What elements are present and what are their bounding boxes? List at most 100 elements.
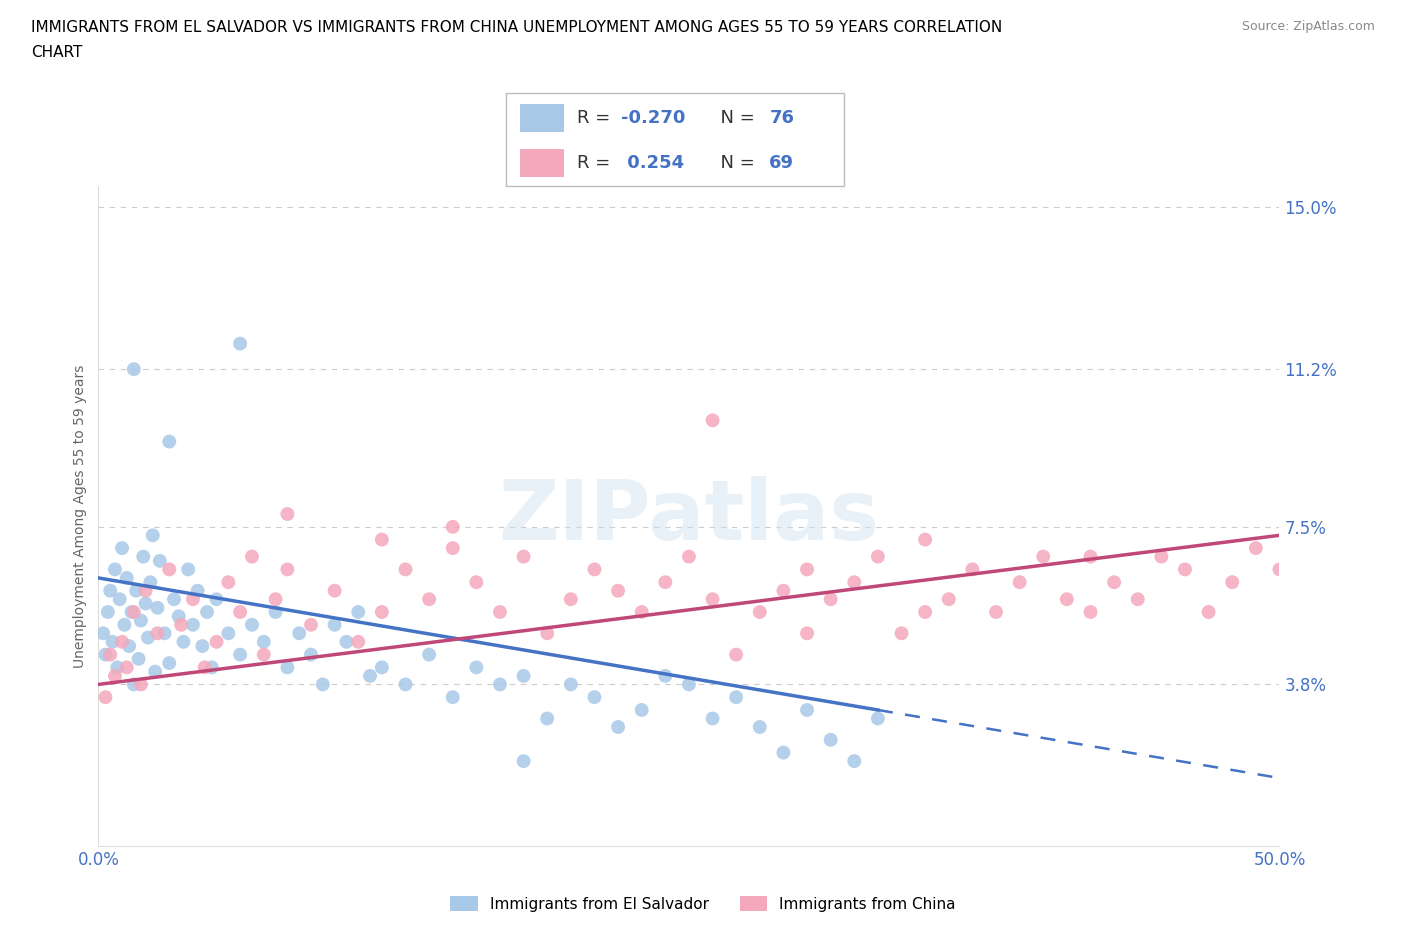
- Point: [264, 604, 287, 619]
- Point: [371, 532, 394, 547]
- Point: [104, 562, 127, 577]
- Point: [149, 553, 172, 568]
- Point: [312, 677, 335, 692]
- Point: [630, 702, 652, 717]
- Point: [1056, 591, 1078, 606]
- Point: [181, 591, 204, 606]
- Point: [512, 550, 534, 565]
- Point: [177, 562, 200, 577]
- Bar: [520, 149, 564, 177]
- Point: [654, 669, 676, 684]
- Text: R =: R =: [576, 109, 616, 127]
- Point: [98, 583, 121, 598]
- Point: [1032, 550, 1054, 565]
- Point: [394, 677, 416, 692]
- Point: [229, 604, 252, 619]
- Point: [938, 591, 960, 606]
- Point: [560, 591, 582, 606]
- Point: [323, 618, 346, 632]
- Point: [94, 647, 117, 662]
- Point: [1080, 604, 1102, 619]
- Legend: Immigrants from El Salvador, Immigrants from China: Immigrants from El Salvador, Immigrants …: [444, 889, 962, 918]
- Text: 0.254: 0.254: [621, 153, 683, 172]
- Point: [702, 591, 724, 606]
- Point: [914, 604, 936, 619]
- Bar: [520, 104, 564, 132]
- Point: [132, 550, 155, 565]
- Point: [1198, 604, 1220, 619]
- Point: [1008, 575, 1031, 590]
- Point: [135, 596, 157, 611]
- Point: [157, 434, 180, 449]
- Point: [536, 626, 558, 641]
- Text: Source: ZipAtlas.com: Source: ZipAtlas.com: [1241, 20, 1375, 33]
- Point: [1174, 562, 1197, 577]
- Point: [195, 604, 218, 619]
- Text: 69: 69: [769, 153, 794, 172]
- Point: [205, 591, 228, 606]
- Point: [104, 669, 127, 684]
- Point: [136, 631, 159, 645]
- Point: [583, 562, 606, 577]
- Point: [229, 647, 252, 662]
- Point: [347, 604, 370, 619]
- Point: [97, 604, 120, 619]
- Text: ZIPatlas: ZIPatlas: [499, 475, 879, 557]
- Point: [1126, 591, 1149, 606]
- Point: [217, 626, 239, 641]
- Point: [359, 669, 381, 684]
- Point: [128, 651, 150, 666]
- Point: [98, 647, 121, 662]
- Point: [748, 604, 770, 619]
- Point: [143, 664, 166, 679]
- Point: [418, 591, 440, 606]
- Point: [146, 600, 169, 615]
- Point: [139, 575, 162, 590]
- Point: [678, 677, 700, 692]
- Point: [796, 702, 818, 717]
- Point: [465, 575, 488, 590]
- Point: [630, 604, 652, 619]
- Point: [163, 591, 186, 606]
- Point: [276, 660, 298, 675]
- Point: [1080, 550, 1102, 565]
- Point: [118, 639, 141, 654]
- Point: [299, 618, 322, 632]
- Point: [607, 583, 630, 598]
- Text: N =: N =: [709, 109, 761, 127]
- Point: [678, 550, 700, 565]
- Point: [1150, 550, 1173, 565]
- Point: [583, 690, 606, 705]
- Point: [229, 336, 252, 351]
- Point: [536, 711, 558, 726]
- Point: [1102, 575, 1125, 590]
- Point: [489, 604, 512, 619]
- Point: [820, 732, 842, 747]
- Point: [264, 591, 287, 606]
- Point: [240, 618, 263, 632]
- Point: [890, 626, 912, 641]
- Point: [796, 562, 818, 577]
- Point: [1220, 575, 1243, 590]
- Point: [122, 362, 145, 377]
- Point: [725, 690, 748, 705]
- Point: [122, 677, 145, 692]
- Point: [153, 626, 176, 641]
- Point: [181, 618, 204, 632]
- Point: [108, 591, 131, 606]
- Text: -0.270: -0.270: [621, 109, 685, 127]
- Point: [135, 583, 157, 598]
- Point: [772, 583, 794, 598]
- Point: [844, 753, 866, 768]
- Point: [725, 647, 748, 662]
- Point: [201, 660, 224, 675]
- Point: [122, 604, 145, 619]
- Point: [91, 626, 114, 641]
- Point: [1268, 562, 1291, 577]
- Point: [512, 753, 534, 768]
- Point: [962, 562, 984, 577]
- Point: [129, 613, 152, 628]
- Point: [276, 562, 298, 577]
- Point: [820, 591, 842, 606]
- Point: [157, 656, 180, 671]
